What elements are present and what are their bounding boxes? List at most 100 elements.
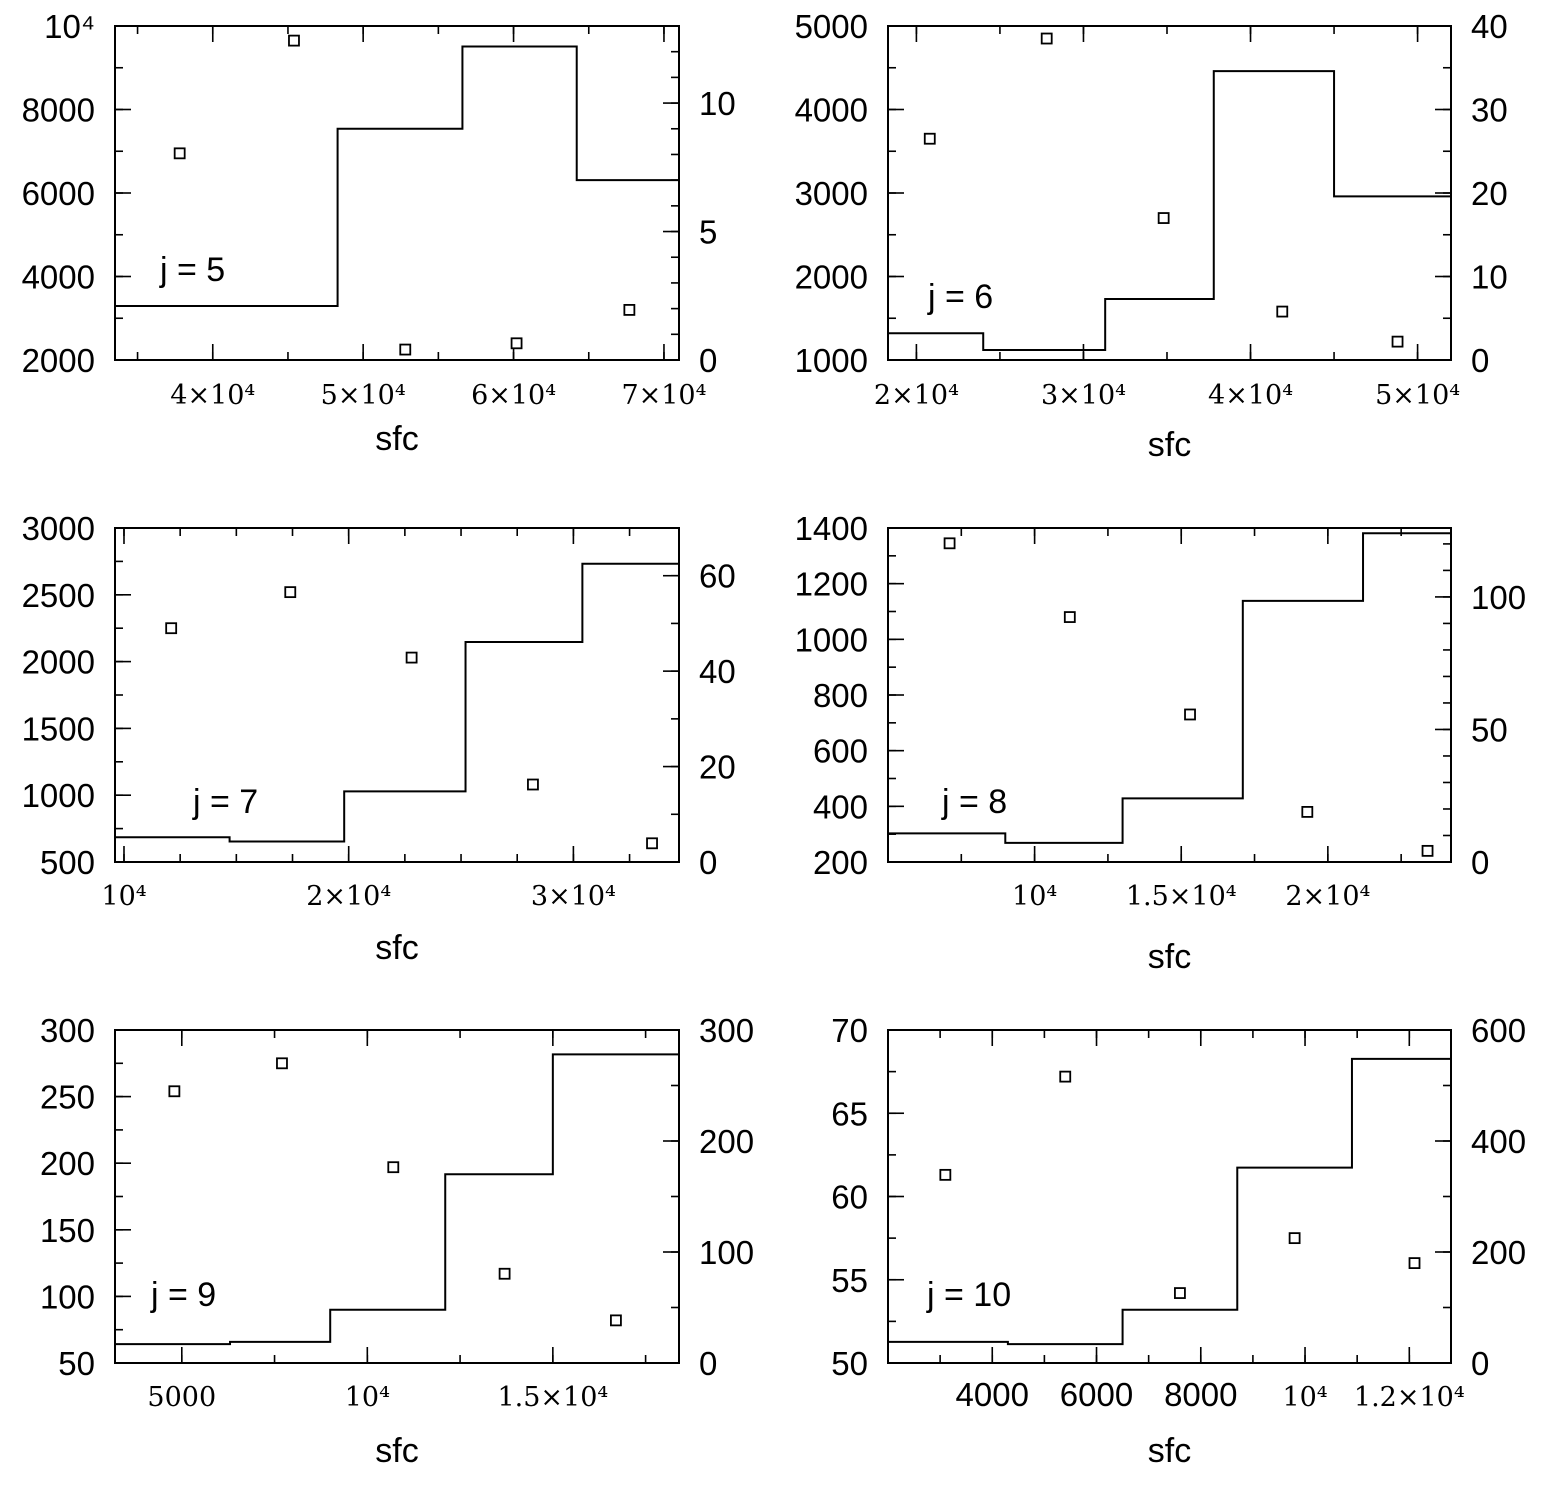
- y-tick-label: 250: [40, 1079, 95, 1116]
- y-tick-label: 400: [813, 788, 868, 825]
- y-tick-label: 1400: [795, 510, 868, 547]
- x-tick-label: 6×10⁴: [471, 380, 556, 411]
- y2-tick-label: 20: [699, 749, 736, 786]
- y-tick-label: 4000: [795, 92, 868, 129]
- x-tick-label: 8000: [1164, 1376, 1237, 1413]
- y2-tick-label: 0: [699, 1345, 717, 1382]
- y-tick-label: 10⁴: [44, 8, 95, 45]
- x-tick-label: 4×10⁴: [170, 380, 255, 411]
- data-point-marker: [1184, 708, 1196, 721]
- y-tick-label: 55: [831, 1262, 868, 1299]
- x-tick-label: 1.5×10⁴: [1126, 881, 1237, 912]
- y-tick-label: 2000: [22, 342, 95, 379]
- y-tick-label: 800: [813, 677, 868, 714]
- data-point-marker: [288, 34, 300, 47]
- y2-tick-label: 10: [1471, 259, 1508, 296]
- x-tick-label: 10⁴: [101, 881, 146, 912]
- y-tick-label: 2000: [22, 644, 95, 681]
- x-tick-label: 1.5×10⁴: [497, 1382, 608, 1413]
- y2-tick-label: 100: [1471, 579, 1526, 616]
- chart-panel-3: 10⁴ 2×10⁴ 3×10⁴ 500 1000 1500 2000 2500 3000 0 20 4…: [22, 510, 736, 967]
- y-tick-label: 1000: [795, 342, 868, 379]
- x-tick-label: 5000: [147, 1382, 216, 1413]
- y2-tick-label: 10: [699, 85, 736, 122]
- y-tick-label: 6000: [22, 175, 95, 212]
- y-tick-label: 500: [40, 844, 95, 881]
- data-point-marker: [923, 132, 936, 145]
- x-axis-title: sfc: [1148, 1432, 1191, 1470]
- chart-panel-5: 5000 10⁴ 1.5×10⁴ 50 100 150 200 250 300 0 100 200 30…: [40, 1012, 754, 1470]
- y-tick-label: 100: [40, 1278, 95, 1315]
- data-point-marker: [510, 337, 523, 350]
- data-point-marker: [1408, 1257, 1421, 1269]
- plot-frame: [114, 25, 680, 361]
- y2-tick-label: 200: [1471, 1234, 1526, 1271]
- data-point-marker: [387, 1161, 400, 1174]
- x-tick-label: 10⁴: [345, 1382, 390, 1413]
- data-point-marker: [1174, 1287, 1186, 1299]
- data-point-marker: [1157, 212, 1170, 224]
- data-point-marker: [498, 1267, 511, 1280]
- y-tick-label: 50: [58, 1345, 95, 1382]
- y2-tick-label: 0: [699, 342, 717, 379]
- data-point-marker: [623, 303, 636, 316]
- y-tick-label: 300: [40, 1012, 95, 1049]
- panel-label: j = 10: [926, 1276, 1011, 1314]
- histogram-step-line: [115, 45, 679, 308]
- y-tick-label: 200: [813, 844, 868, 881]
- y2-tick-label: 60: [699, 558, 736, 595]
- histogram-step-line: [888, 1057, 1451, 1346]
- histogram-step-line: [115, 1053, 679, 1346]
- x-tick-label: 10⁴: [1012, 881, 1057, 912]
- x-tick-label: 6000: [1060, 1376, 1133, 1413]
- x-tick-label: 5×10⁴: [321, 380, 406, 411]
- y2-tick-label: 600: [1471, 1012, 1526, 1049]
- y2-tick-label: 30: [1471, 92, 1508, 129]
- x-tick-label: 2×10⁴: [874, 380, 959, 411]
- x-axis-title: sfc: [1148, 426, 1191, 464]
- y2-tick-label: 5: [699, 214, 717, 251]
- data-point-marker: [1063, 611, 1076, 623]
- data-point-marker: [939, 1168, 952, 1181]
- y-tick-label: 50: [831, 1345, 868, 1382]
- x-tick-label: 2×10⁴: [306, 881, 391, 912]
- data-point-marker: [1391, 335, 1404, 348]
- chart-panel-4: 10⁴ 1.5×10⁴ 2×10⁴ 200 400 600 800 1000 1200 1400 0…: [795, 510, 1526, 976]
- data-point-marker: [165, 622, 178, 635]
- y2-tick-label: 0: [1471, 844, 1489, 881]
- y-tick-label: 4000: [22, 259, 95, 296]
- histogram-step-line: [888, 70, 1451, 351]
- x-tick-label: 1.2×10⁴: [1354, 1382, 1465, 1413]
- panel-label: j = 7: [192, 783, 258, 821]
- data-point-marker: [173, 147, 186, 160]
- y-tick-label: 5000: [795, 8, 868, 45]
- x-tick-label: 7×10⁴: [621, 380, 706, 411]
- panel-label: j = 9: [150, 1276, 216, 1314]
- y2-tick-label: 50: [1471, 711, 1508, 748]
- x-tick-label: 2×10⁴: [1285, 881, 1370, 912]
- y2-tick-label: 200: [699, 1123, 754, 1160]
- x-tick-label: 4×10⁴: [1208, 380, 1293, 411]
- y2-tick-label: 20: [1471, 175, 1508, 212]
- chart-panel-1: 4×10⁴ 5×10⁴ 6×10⁴ 7×10⁴ 2000 4000 6000 8000 10⁴ 0…: [22, 8, 736, 458]
- y2-tick-label: 0: [1471, 342, 1489, 379]
- y-tick-label: 3000: [22, 510, 95, 547]
- y-tick-label: 60: [831, 1179, 868, 1216]
- data-point-marker: [646, 837, 658, 850]
- x-tick-label: 10⁴: [1282, 1382, 1327, 1413]
- data-point-marker: [1301, 806, 1314, 818]
- y2-tick-label: 100: [699, 1234, 754, 1271]
- panel-label: j = 8: [941, 783, 1007, 821]
- data-point-marker: [527, 778, 539, 791]
- data-point-marker: [405, 651, 418, 664]
- y2-tick-label: 0: [699, 844, 717, 881]
- x-axis-title: sfc: [375, 420, 418, 458]
- y-tick-label: 65: [831, 1095, 868, 1132]
- data-point-marker: [1040, 32, 1053, 45]
- data-point-marker: [168, 1085, 181, 1098]
- data-point-marker: [1421, 844, 1434, 857]
- y-tick-label: 1500: [22, 710, 95, 747]
- x-tick-label: 5×10⁴: [1375, 380, 1460, 411]
- data-point-marker: [943, 537, 956, 550]
